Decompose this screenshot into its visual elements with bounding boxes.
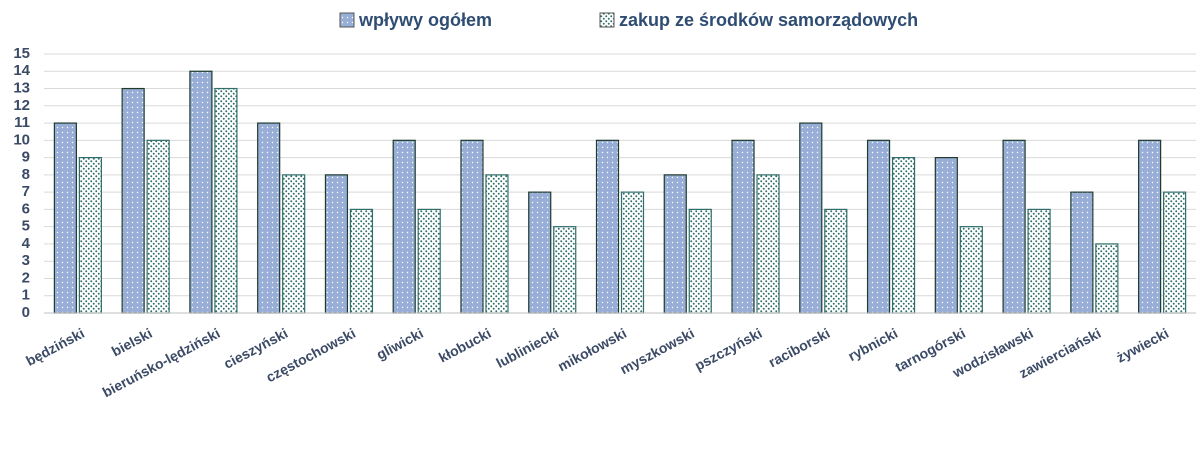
x-tick-label: bielski	[109, 325, 155, 360]
legend-label: wpływy ogółem	[358, 10, 492, 30]
bar	[528, 191, 552, 314]
bar	[688, 208, 712, 314]
y-tick-label: 13	[13, 80, 30, 97]
bar	[1070, 191, 1094, 314]
bar	[1163, 191, 1187, 314]
x-tick-label: myszkowski	[617, 325, 697, 377]
y-tick-label: 7	[22, 183, 30, 200]
y-tick-label: 8	[22, 166, 30, 183]
bar	[146, 139, 170, 314]
y-tick-label: 15	[13, 45, 30, 62]
y-tick-label: 2	[22, 269, 30, 286]
bar	[595, 139, 620, 314]
bar	[1095, 243, 1119, 314]
y-tick-label: 9	[22, 149, 30, 166]
bar	[282, 174, 306, 314]
y-tick-label: 10	[13, 131, 30, 148]
x-tick-label: będziński	[23, 325, 87, 369]
bar	[78, 157, 102, 314]
bar	[1027, 208, 1051, 314]
y-tick-label: 14	[13, 62, 30, 79]
bar	[189, 70, 213, 314]
y-tick-label: 12	[13, 97, 30, 114]
bar	[620, 191, 645, 314]
bar	[756, 174, 780, 314]
x-tick-label: kłobucki	[436, 325, 494, 366]
bar	[324, 174, 349, 314]
bar	[257, 122, 281, 314]
y-tick-label: 1	[22, 287, 30, 304]
bar	[1138, 139, 1162, 314]
legend-swatch	[339, 12, 355, 28]
x-tick-label: raciborski	[766, 325, 833, 371]
y-tick-label: 3	[22, 252, 30, 269]
bar	[214, 87, 238, 314]
bar	[824, 208, 848, 314]
y-tick-label: 6	[22, 200, 30, 217]
bar	[121, 87, 145, 314]
x-tick-label: mikołowski	[555, 325, 629, 375]
bar	[1002, 139, 1026, 314]
y-tick-label: 4	[22, 235, 31, 252]
bar	[349, 208, 374, 314]
x-tick-label: lubliniecki	[493, 325, 561, 371]
bar	[392, 139, 416, 314]
x-tick-label: rybnicki	[845, 325, 900, 364]
bar	[53, 122, 77, 314]
bar	[866, 139, 891, 314]
y-tick-label: 5	[22, 218, 30, 235]
bar	[663, 174, 687, 314]
legend-label: zakup ze środków samorządowych	[619, 10, 918, 30]
x-tick-label: żywiecki	[1114, 325, 1172, 366]
bar	[485, 174, 509, 314]
bar	[460, 139, 484, 314]
bar	[731, 139, 755, 314]
y-tick-label: 11	[14, 114, 30, 131]
bar	[891, 157, 916, 314]
bar	[799, 122, 823, 314]
bar	[959, 226, 983, 314]
x-tick-label: gliwicki	[374, 325, 426, 363]
bar	[553, 226, 577, 314]
bar	[934, 157, 958, 314]
x-tick-label: pszczyński	[692, 325, 765, 374]
bar	[417, 208, 441, 314]
x-tick-label: bieruńsko-lędziński	[100, 325, 223, 400]
legend-swatch	[599, 12, 615, 28]
y-tick-label: 0	[22, 304, 30, 321]
